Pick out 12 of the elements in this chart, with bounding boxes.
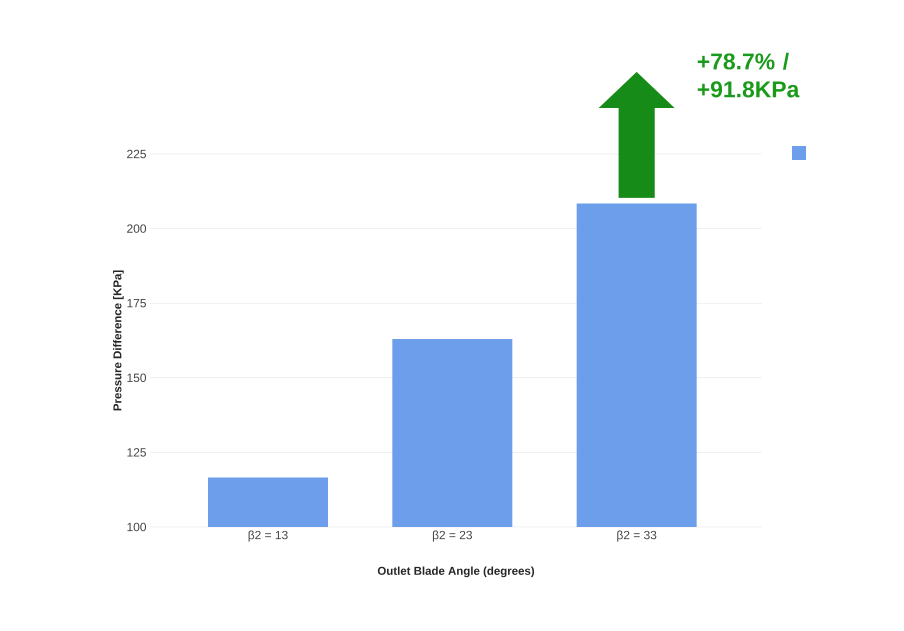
text: +78.7% / +91.8KPa [698, 52, 800, 98]
x-tick-label: β2 = 33 [617, 530, 656, 542]
y-tick-label: 175 [127, 299, 146, 308]
x-tick-label: β2 = 23 [432, 530, 472, 542]
y-tick-label: 125 [127, 448, 146, 457]
x-tick-label: β2 = 13 [248, 530, 288, 542]
y-tick-label: 200 [127, 224, 146, 233]
y-axis-title: Pressure Difference [KPa] [113, 270, 124, 410]
y-tick-label: 225 [127, 150, 146, 158]
x-axis-title: Outlet Blade Angle (degrees) [378, 566, 534, 578]
y-tick-label: 100 [127, 522, 146, 532]
y-tick-label: 150 [127, 374, 146, 382]
